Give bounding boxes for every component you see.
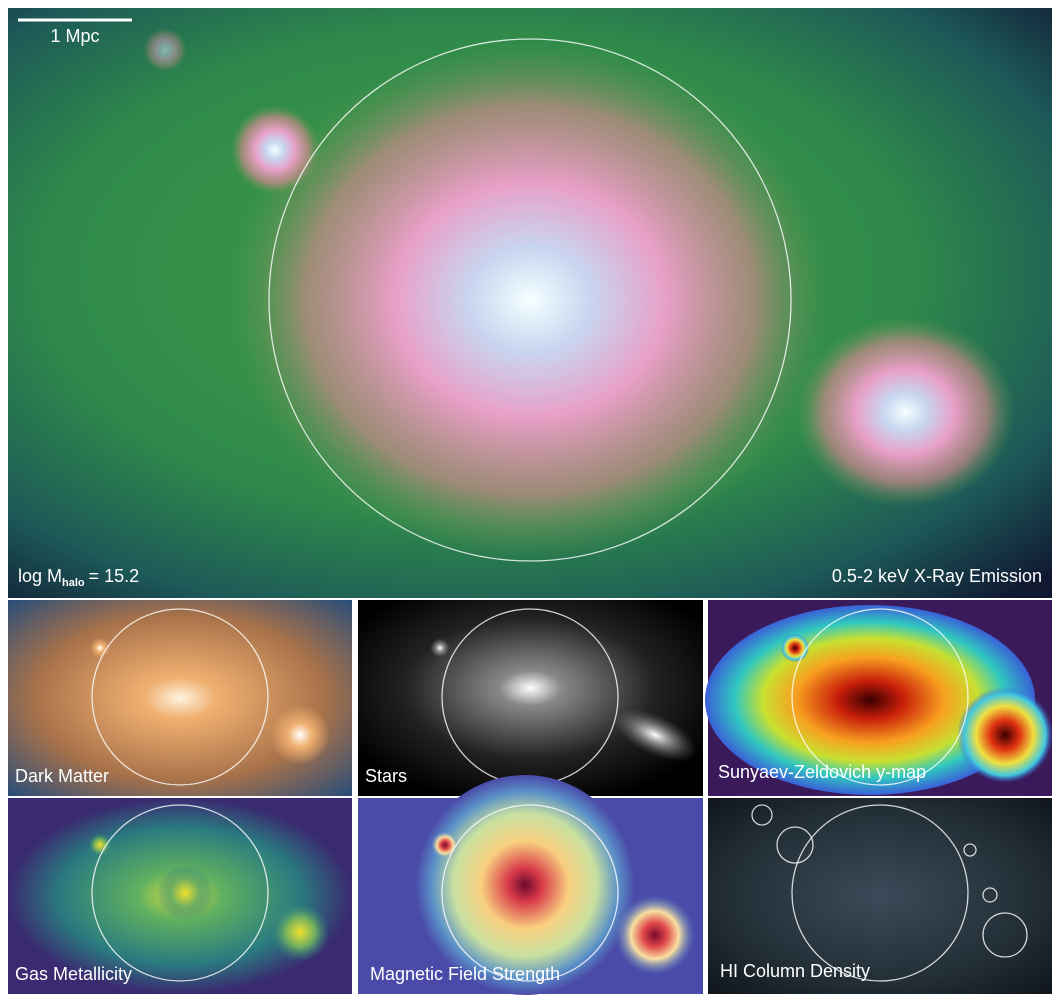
- panel-label: HI Column Density: [720, 961, 870, 981]
- panel-title: 0.5-2 keV X-Ray Emission: [832, 566, 1042, 586]
- panel-label: Dark Matter: [15, 766, 109, 786]
- metallicity-panel: Gas Metallicity: [8, 798, 352, 994]
- panel-label: Stars: [365, 766, 407, 786]
- panel-label: Magnetic Field Strength: [370, 964, 560, 984]
- dark-matter-panel: Dark Matter: [8, 600, 352, 796]
- panel-label: Gas Metallicity: [15, 964, 132, 984]
- panel-label: Sunyaev-Zeldovich y-map: [718, 762, 926, 782]
- mass-label: log Mhalo = 15.2: [18, 566, 139, 589]
- xray-panel: 1 Mpc log Mhalo = 15.2 0.5-2 keV X-Ray Em…: [8, 8, 1052, 598]
- sz-panel: Sunyaev-Zeldovich y-map: [705, 600, 1053, 796]
- scale-bar-label: 1 Mpc: [50, 26, 99, 46]
- hi-panel: HI Column Density: [708, 798, 1052, 994]
- magnetic-panel: Magnetic Field Strength: [358, 775, 703, 995]
- stars-panel: Stars: [358, 600, 703, 796]
